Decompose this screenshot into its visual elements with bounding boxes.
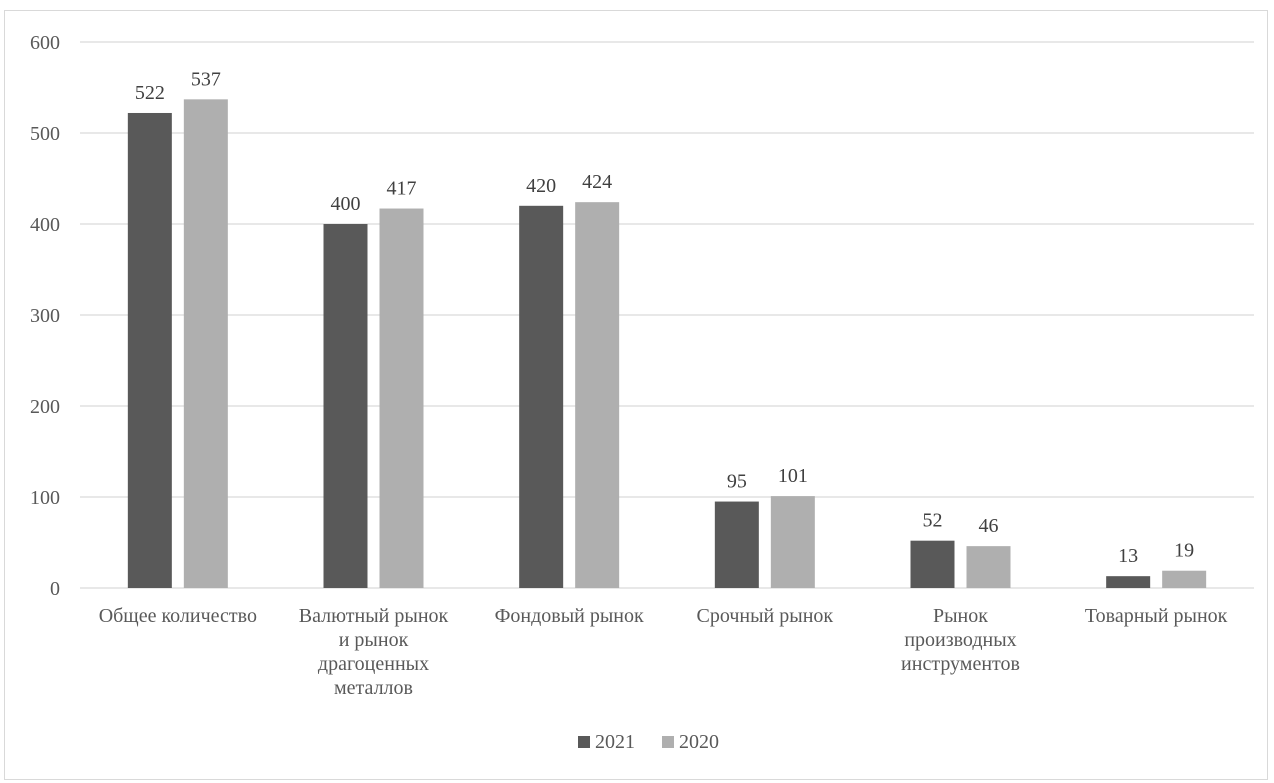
data-label: 95 <box>727 471 747 493</box>
y-axis-ticks: 0 100 200 300 400 500 600 <box>30 32 60 600</box>
data-labels: 522 537 400 417 420 424 95 101 52 46 13 19 <box>135 68 1194 567</box>
legend-swatch-2021 <box>578 736 590 748</box>
legend-label: 2020 <box>679 731 719 753</box>
data-label: 19 <box>1174 540 1194 562</box>
category-label: Товарный рынок <box>1085 605 1228 627</box>
bar-2020 <box>183 99 228 588</box>
legend-label: 2021 <box>595 731 635 753</box>
legend: 2021 2020 <box>578 731 719 753</box>
category-label: Фондовый рынок <box>495 605 644 627</box>
data-label: 101 <box>778 465 808 487</box>
data-label: 400 <box>331 193 361 215</box>
bar-2020 <box>1162 570 1207 588</box>
bar-2021 <box>519 205 564 589</box>
y-tick-label: 100 <box>30 487 60 509</box>
gridlines <box>80 41 1254 589</box>
y-tick-label: 0 <box>50 578 60 600</box>
data-label: 46 <box>979 515 999 537</box>
category-label: Срочный рынок <box>697 605 834 627</box>
data-label: 522 <box>135 82 165 104</box>
y-tick-label: 200 <box>30 396 60 418</box>
y-tick-label: 400 <box>30 214 60 236</box>
bar-2021 <box>127 112 172 588</box>
y-tick-label: 300 <box>30 305 60 327</box>
category-label: Общее количество <box>99 605 257 627</box>
category-label: Рынок производных инструментов <box>901 605 1020 675</box>
bar-2020 <box>966 546 1011 588</box>
data-label: 52 <box>923 510 943 532</box>
bar-2021 <box>910 540 955 588</box>
y-tick-label: 500 <box>30 123 60 145</box>
bar-2020 <box>575 202 620 588</box>
data-label: 424 <box>582 171 612 193</box>
y-tick-label: 600 <box>30 32 60 54</box>
bar-2021 <box>323 224 368 588</box>
bar-2021 <box>714 501 759 588</box>
category-label: Валютный рынок и рынок драгоценных металлов <box>299 605 449 699</box>
data-label: 417 <box>387 178 417 200</box>
legend-swatch-2020 <box>662 736 674 748</box>
data-label: 13 <box>1118 545 1138 567</box>
bar-2021 <box>1106 576 1151 588</box>
data-label: 420 <box>526 175 556 197</box>
bar-2020 <box>770 496 815 588</box>
data-label: 537 <box>191 68 221 90</box>
bar-2020 <box>379 208 424 588</box>
bars <box>127 99 1207 589</box>
x-axis-categories: Общее количество Валютный рынок и рынок дра… <box>99 605 1228 699</box>
